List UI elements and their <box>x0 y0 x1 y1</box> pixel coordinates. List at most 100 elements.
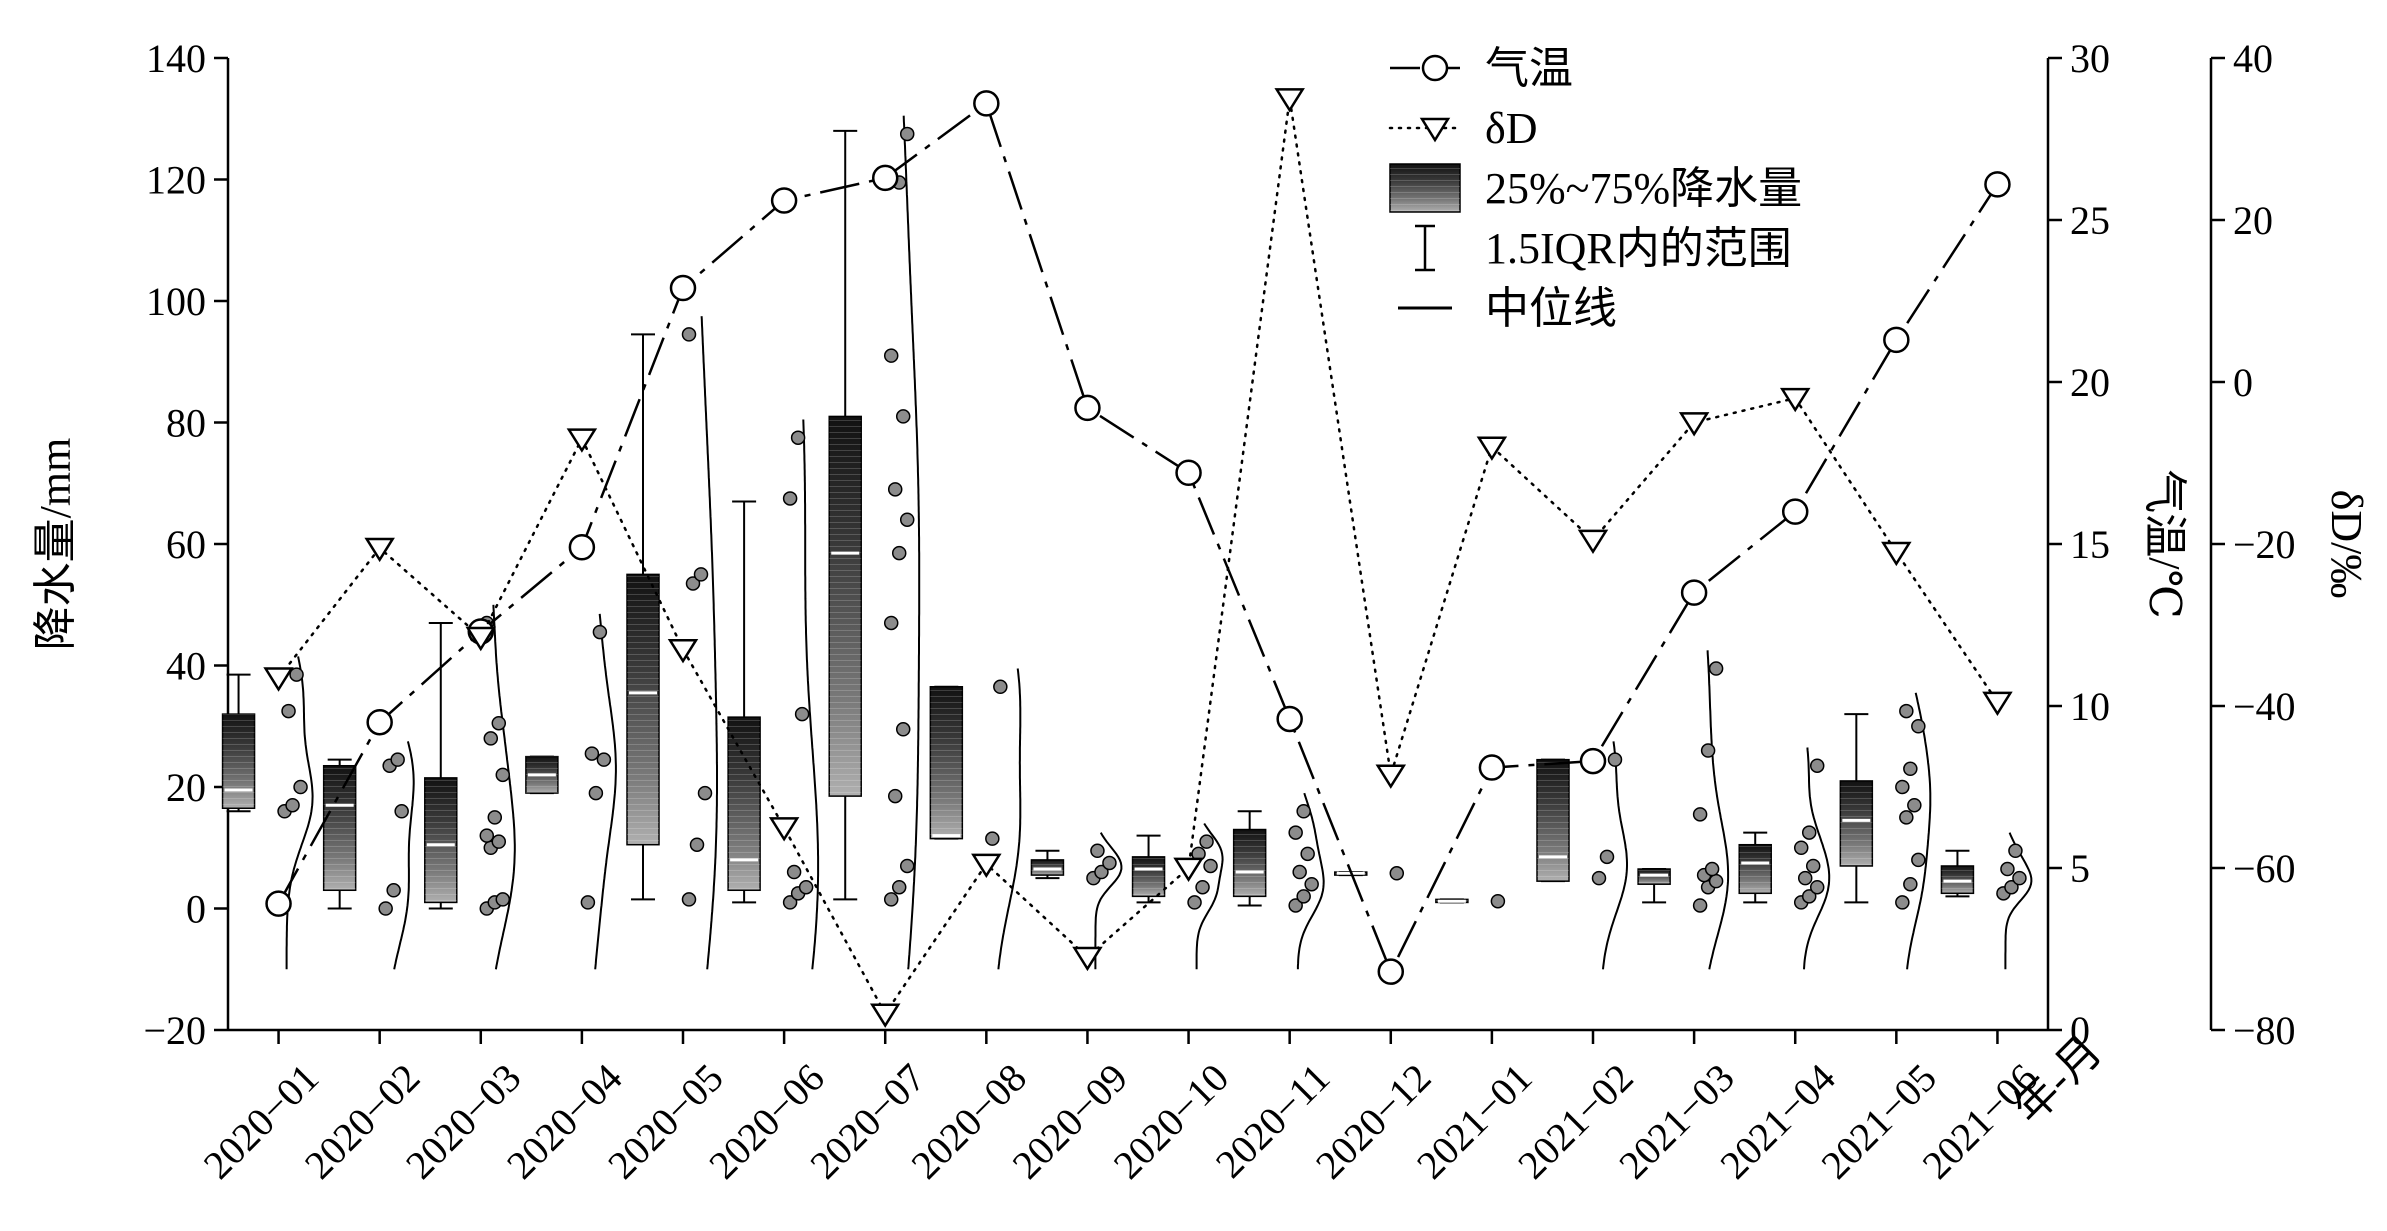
precipitation-boxes <box>221 115 2033 970</box>
left-tick-label: 0 <box>186 887 206 932</box>
precip-point <box>1292 864 1307 880</box>
deltaD-marker <box>1072 946 1103 972</box>
density-curve <box>285 656 314 970</box>
precip-point <box>580 895 596 910</box>
temperature-marker <box>1883 326 1910 354</box>
legend-label-deltaD: δD <box>1485 104 1538 153</box>
deltaD-marker <box>971 853 1002 879</box>
precip-point <box>1708 661 1724 676</box>
precip-point <box>2008 843 2023 859</box>
iqr-box-hatch <box>829 416 862 797</box>
precip-point <box>782 895 798 910</box>
precip-point <box>891 879 907 895</box>
precip-point <box>899 858 915 874</box>
precip-box-group <box>727 419 820 970</box>
precip-point <box>1094 864 1109 880</box>
precip-point <box>693 567 709 582</box>
deltaD-marker <box>1375 764 1407 789</box>
precip-point <box>495 767 511 783</box>
deltaD-marker <box>566 428 598 453</box>
precip-point <box>993 679 1008 695</box>
temperature-tick-label: 30 <box>2070 36 2110 81</box>
temperature-marker <box>871 164 899 192</box>
precip-point <box>390 752 405 767</box>
precip-point <box>887 482 903 497</box>
precip-point <box>596 752 612 767</box>
precip-box-group <box>1536 741 1628 970</box>
temperature-marker <box>973 90 1000 117</box>
precip-point <box>1288 898 1303 913</box>
precip-point <box>786 864 802 880</box>
temperature-marker <box>1781 498 1809 525</box>
y-axis-title-left: 降水量/mm <box>31 438 80 651</box>
precip-point <box>1903 876 1918 892</box>
iqr-box-hatch <box>323 765 356 891</box>
precip-point <box>1911 719 1926 734</box>
deltaD-marker <box>1779 387 1811 413</box>
precip-box-group <box>1232 792 1325 970</box>
precip-point <box>794 706 810 722</box>
precip-point <box>483 731 499 746</box>
precip-point <box>487 810 503 825</box>
precip-point <box>378 901 393 916</box>
precip-point <box>1895 779 1910 795</box>
precip-point <box>883 892 899 907</box>
precip-point <box>1801 825 1817 840</box>
precip-point <box>1692 898 1708 913</box>
precip-box-group <box>221 656 314 970</box>
temperature-tick-label: 15 <box>2070 522 2110 567</box>
precip-box-group <box>1839 692 1932 970</box>
precip-box-group <box>1738 747 1831 970</box>
iqr-box-hatch <box>1638 869 1671 885</box>
precip-point <box>588 785 604 801</box>
left-tick-label: 140 <box>146 36 206 81</box>
deltaD-marker <box>1274 88 1305 113</box>
precip-point <box>293 779 308 795</box>
precip-point <box>584 746 600 761</box>
x-tick-label: 2020−10 <box>1105 1055 1238 1188</box>
density-curve <box>1195 822 1224 970</box>
temperature-marker <box>1579 747 1607 775</box>
temperature-marker <box>265 890 292 917</box>
precip-point <box>479 828 495 843</box>
precip-point <box>1296 889 1311 904</box>
temperature-line <box>277 101 1999 975</box>
precip-point <box>285 797 300 813</box>
precip-point <box>1090 843 1105 859</box>
precip-point <box>1797 870 1813 886</box>
precip-point <box>2000 861 2015 877</box>
precip-point <box>1607 752 1623 767</box>
precip-point <box>1296 804 1311 819</box>
precip-box-group <box>1030 832 1123 970</box>
precip-point <box>681 327 697 342</box>
left-tick-label: 60 <box>166 522 206 567</box>
deltaD-marker <box>263 667 294 692</box>
precip-point <box>697 785 713 801</box>
precip-box-group <box>424 604 516 970</box>
precip-box-group <box>1637 650 1730 970</box>
precip-box-group <box>1334 866 1405 881</box>
precip-point <box>2012 870 2027 886</box>
precip-box-group <box>1131 822 1224 970</box>
precip-box-group <box>828 115 921 970</box>
precip-point <box>1708 873 1724 889</box>
precip-point <box>1801 889 1817 904</box>
deltaD-marker <box>1881 541 1912 567</box>
deltaD-marker <box>1577 529 1609 555</box>
density-curve <box>393 741 415 970</box>
density-curve <box>997 668 1022 970</box>
deltaD-marker <box>1476 436 1508 461</box>
precip-point <box>1195 879 1210 895</box>
deltaD-marker <box>667 638 699 664</box>
left-tick-label: 120 <box>146 158 206 203</box>
density-curve <box>1906 692 1932 970</box>
density-curve <box>700 316 718 970</box>
series-lines <box>263 88 2013 1028</box>
precip-point <box>1187 895 1202 910</box>
precip-box-group <box>525 613 617 970</box>
density-curve <box>1803 747 1831 970</box>
precip-point <box>1300 846 1315 862</box>
precip-point <box>887 788 903 804</box>
left-tick-label: 80 <box>166 401 206 446</box>
